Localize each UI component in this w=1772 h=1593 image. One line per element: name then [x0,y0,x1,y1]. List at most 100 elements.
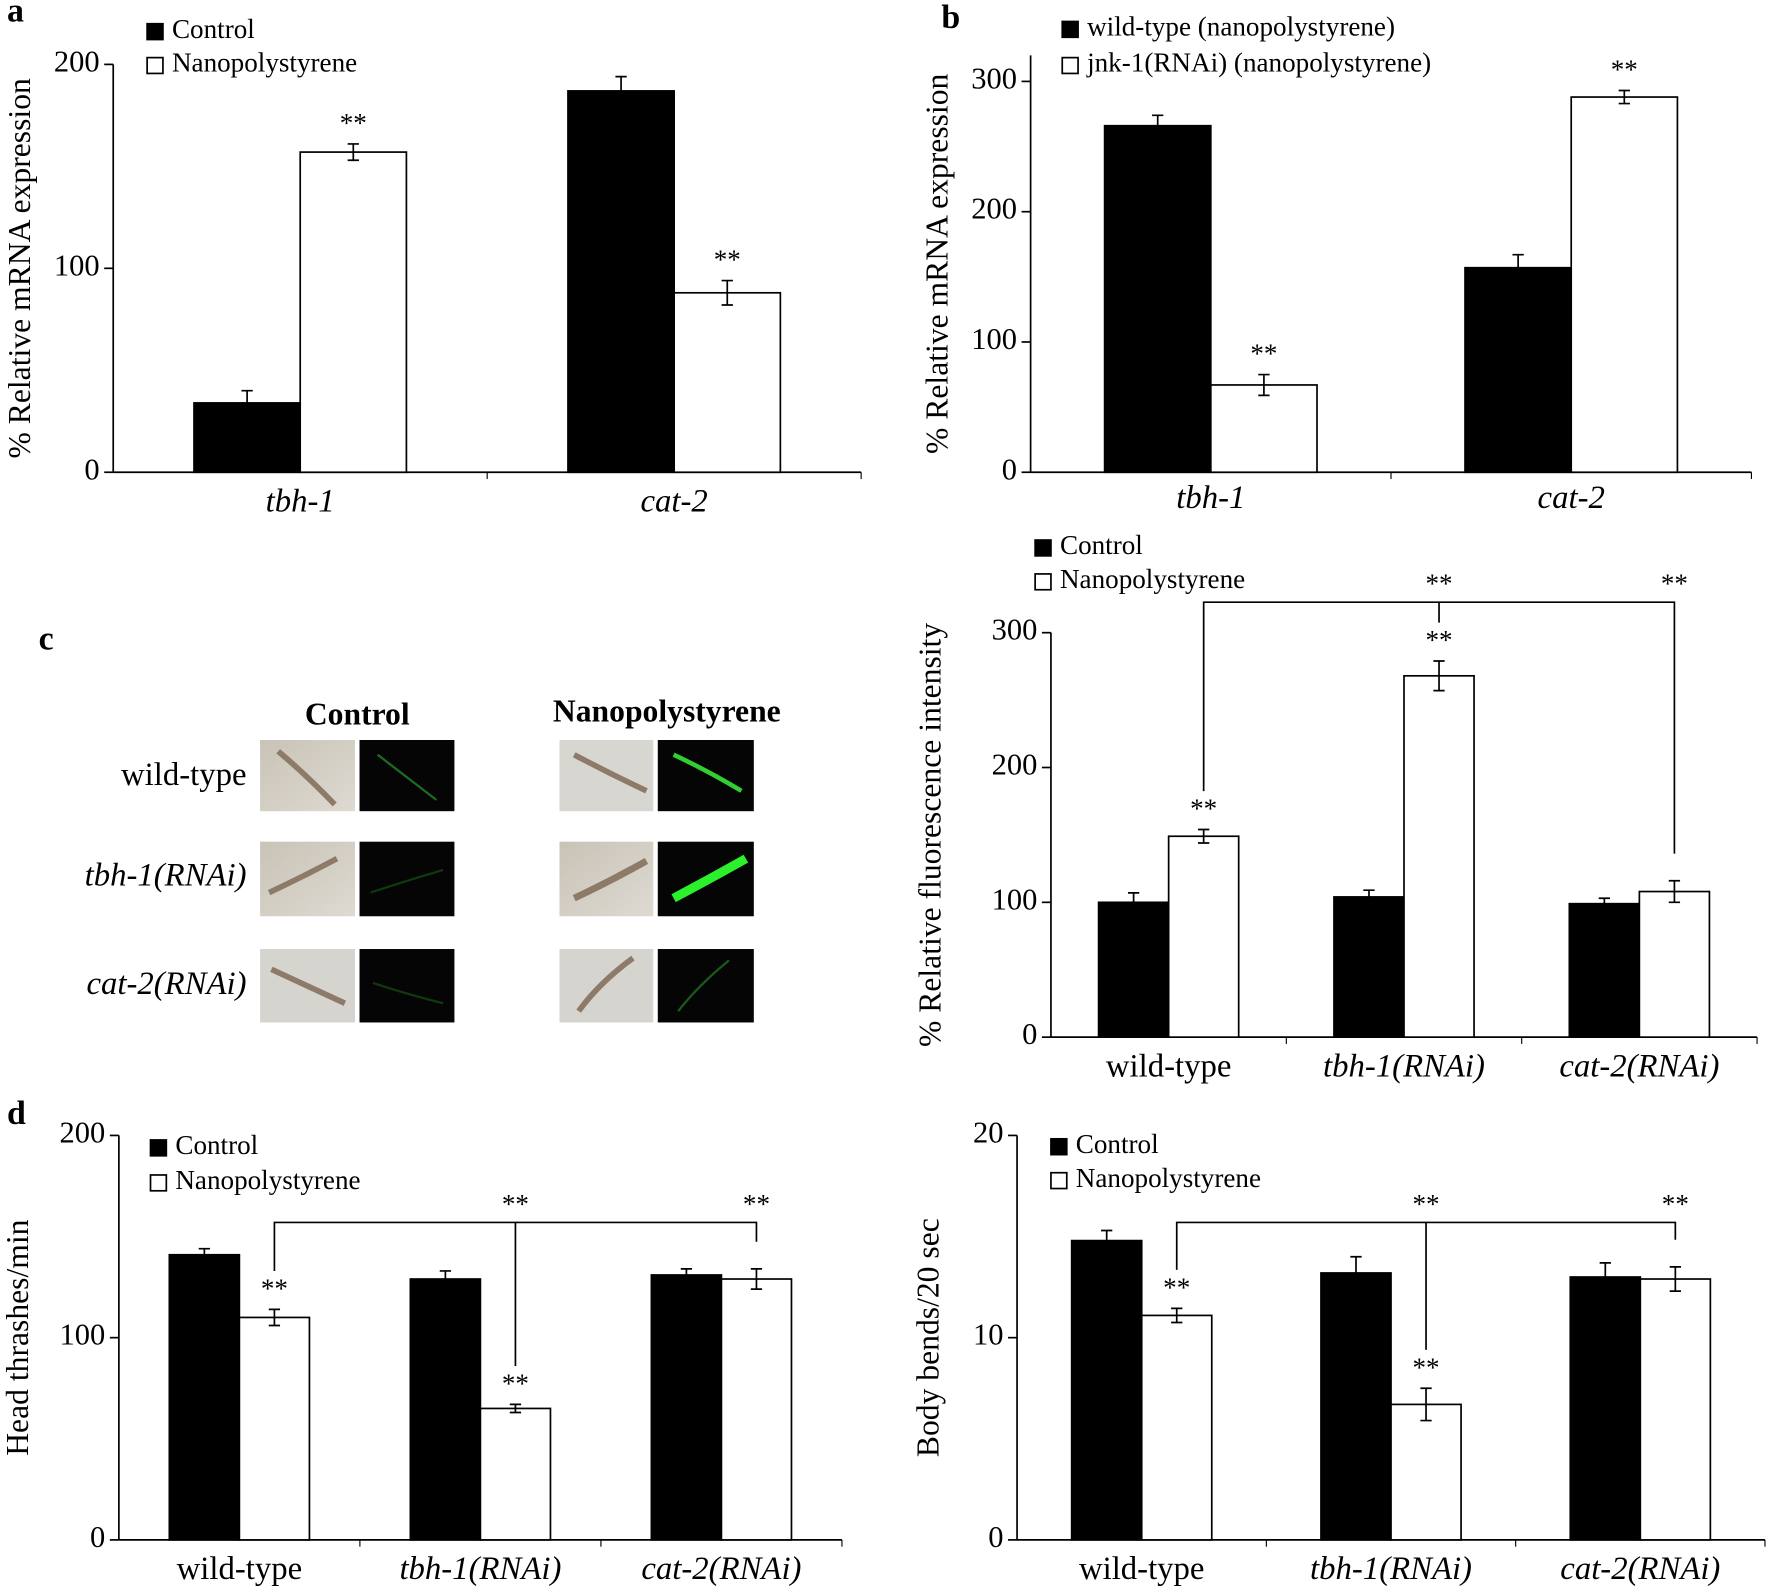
y-axis-label: % Relative mRNA expression [2,78,37,459]
worm [270,966,347,1006]
error-bar [1171,1307,1183,1324]
x-tick-label: tbh-1(RNAi) [399,1551,561,1587]
bar [1464,266,1573,474]
image-row-label: tbh-1(RNAi) [85,857,247,893]
error-bar [1668,879,1681,904]
error-bar [750,1268,763,1290]
bar [238,1316,311,1541]
image-column-label: Control [305,697,410,732]
y-tick-label: 0 [1002,452,1017,486]
legend-swatch [1050,1137,1068,1156]
x-tick-label: cat-2 [1538,480,1605,516]
error-bar [241,389,253,416]
error-bar [1198,828,1210,844]
bar [720,1278,793,1541]
error-bar [509,1403,522,1414]
worm [572,752,648,794]
bar [1320,1272,1392,1541]
worm [576,955,635,1013]
error-bar [615,75,627,107]
y-tick-label: 10 [973,1318,1004,1352]
error-bar [347,143,359,162]
y-tick-label: 200 [54,44,100,78]
bar [1209,384,1318,474]
legend-swatch [1050,1171,1068,1190]
comparison-label: ** [743,1189,770,1219]
error-bar [1420,1387,1432,1422]
legend-label: Control [175,1130,258,1160]
y-tick-label: 300 [992,613,1038,647]
worm [276,749,337,807]
significance: ** [261,1273,288,1303]
legend-label: Nanopolystyrene [172,48,357,78]
y-tick-label: 0 [1022,1017,1037,1051]
legend-swatch [1034,539,1052,557]
x-tick-label: cat-2(RNAi) [641,1551,801,1587]
y-tick-label: 0 [988,1520,1003,1554]
bar [1097,901,1170,1038]
legend-label: Nanopolystyrene [175,1165,360,1195]
x-tick-label: cat-2(RNAi) [1559,1048,1719,1084]
worm [267,856,339,896]
x-tick-label: tbh-1 [1176,480,1245,516]
y-tick-label: 100 [971,322,1017,356]
bar [650,1274,723,1541]
y-tick-label: 20 [973,1115,1004,1149]
bar [1403,674,1475,1038]
error-bar [1512,253,1524,282]
image [657,949,754,1023]
legend-swatch [149,1174,168,1192]
panel-letter: c [39,621,54,658]
bar [409,1278,482,1541]
x-tick-label: wild-type [1106,1048,1232,1084]
x-tick-label: tbh-1(RNAi) [1310,1551,1472,1587]
comparison-label: ** [502,1189,529,1219]
image-row-label: wild-type [121,757,247,793]
x-tick-label: cat-2 [641,483,708,519]
y-axis-label: Body bends/20 sec [910,1218,945,1457]
y-tick-label: 100 [60,1318,106,1352]
y-tick-label: 200 [992,748,1038,782]
image [657,740,754,812]
legend-label: Nanopolystyrene [1076,1163,1261,1193]
bar [1570,96,1679,474]
image [260,841,355,917]
y-axis-label: Head thrashes/min [0,1219,35,1455]
bar [299,151,408,474]
x-tick-label: wild-type [1079,1551,1205,1587]
legend-swatch [1034,573,1052,591]
error-bar [1669,1266,1681,1293]
legend-swatch [1061,56,1079,75]
worm [370,868,444,894]
panel-letter: b [941,0,960,36]
significance: ** [1425,625,1452,655]
image [359,740,455,812]
panel-letter: a [7,0,24,29]
error-bar [721,279,733,306]
error-bar [1599,1261,1611,1293]
error-bar [1363,889,1375,905]
image [359,841,455,917]
legend-swatch [146,56,164,75]
error-bar [1433,660,1445,692]
image [559,949,654,1023]
error-bar [1127,892,1140,913]
bar [168,1253,241,1541]
error-bar [1152,114,1164,137]
legend-label: jnk-1(RNAi) (nanopolystyrene) [1086,48,1431,78]
bar [1070,1239,1143,1541]
bar [1639,1278,1712,1541]
error-bar [1258,373,1270,397]
bar [673,291,782,474]
y-tick-label: 0 [84,452,99,486]
image-row-label: cat-2(RNAi) [86,966,246,1002]
comparison-label: ** [1661,569,1688,599]
comparison-bracket [1175,1221,1677,1350]
legend-label: Control [1076,1129,1159,1159]
bar [1103,124,1212,474]
legend-swatch [149,1139,168,1157]
legend-label: Control [172,14,255,44]
y-tick-label: 100 [54,248,100,282]
image [359,949,455,1023]
worm [376,753,438,801]
